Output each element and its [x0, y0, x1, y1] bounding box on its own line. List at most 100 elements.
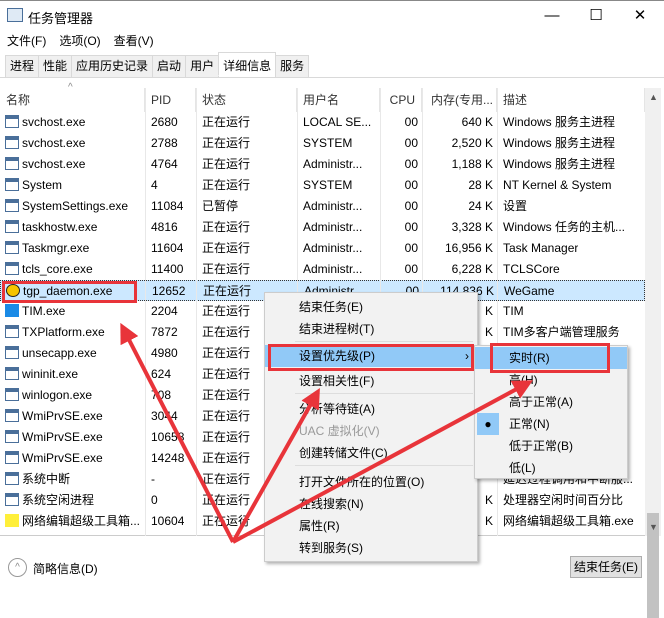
priority-item-5[interactable]: 低(L) [509, 461, 536, 475]
cell-name: 网络编辑超级工具箱... [22, 514, 141, 528]
column-divider [497, 88, 498, 536]
cell-name: WmiPrvSE.exe [22, 409, 103, 423]
scrollbar[interactable] [645, 88, 661, 536]
cell-cpu: 00 [404, 220, 418, 234]
scroll-down-icon[interactable]: ▼ [649, 522, 658, 532]
end-task-button[interactable]: 结束任务(E) [570, 556, 642, 578]
cell-name: 系统空闲进程 [22, 493, 95, 507]
cell-memory: K [484, 304, 493, 318]
process-icon [5, 493, 19, 506]
context-menu-item-3[interactable]: 设置相关性(F) [299, 374, 375, 388]
column-header-4[interactable]: CPU [380, 88, 422, 112]
cell-pid: 4 [151, 178, 158, 192]
process-icon [5, 367, 19, 380]
cell-memory: 2,520 K [451, 136, 493, 150]
table-row[interactable]: svchost.exe 2680 正在运行 LOCAL SE... 00 640 K Win… [0, 112, 645, 133]
cell-cpu: 00 [404, 115, 418, 129]
column-header-2[interactable]: 状态 [196, 88, 297, 112]
cell-description: TIM多客户端管理服务 [503, 325, 620, 339]
arrow-to-process [120, 322, 235, 543]
close-button[interactable]: ✕ [633, 7, 647, 24]
cell-cpu: 00 [404, 199, 418, 213]
table-row[interactable]: tcls_core.exe 11400 正在运行 Administr... 00 6,22… [0, 259, 645, 280]
cell-name: Taskmgr.exe [22, 241, 90, 255]
cell-name: winlogon.exe [22, 388, 93, 402]
cell-description: Windows 任务的主机... [503, 220, 626, 234]
collapse-icon[interactable]: ^ [8, 558, 27, 577]
table-row[interactable]: winlogon.exe 708 正在运行 [0, 385, 645, 406]
priority-item-2[interactable]: 高于正常(A) [509, 395, 573, 409]
context-menu-item-5[interactable]: UAC 虚拟化(V) [299, 424, 380, 438]
process-icon [5, 325, 19, 338]
context-menu-item-2[interactable]: 设置优先级(P) › [265, 345, 477, 367]
context-menu-item-6[interactable]: 创建转储文件(C) [299, 446, 388, 460]
table-row[interactable]: taskhostw.exe 4816 正在运行 Administr... 00 3,328… [0, 217, 645, 238]
cell-name: 系统中断 [22, 472, 71, 486]
minimize-button[interactable]: — [544, 7, 560, 24]
highlight-box-process [2, 281, 137, 303]
tab-3[interactable]: 启动 [152, 55, 187, 78]
table-row[interactable]: svchost.exe 2788 正在运行 SYSTEM 00 2,520 K Window… [0, 133, 645, 154]
menu-options[interactable]: 选项(O) [59, 34, 101, 48]
table-row[interactable]: Taskmgr.exe 11604 正在运行 Administr... 00 16,956… [0, 238, 645, 259]
context-menu-item-0[interactable]: 结束任务(E) [299, 300, 363, 314]
column-header-1[interactable]: PID [145, 88, 196, 112]
cell-name: svchost.exe [22, 157, 86, 171]
column-header-5[interactable]: 内存(专用... [422, 88, 497, 112]
cell-pid: 2204 [151, 304, 178, 318]
arrow-to-set-priority [231, 388, 320, 543]
priority-item-0[interactable]: 实时(R) [475, 347, 627, 369]
table-row[interactable]: svchost.exe 4764 正在运行 Administr... 00 1,188 K… [0, 154, 645, 175]
table-row[interactable]: wininit.exe 624 正在运行 [0, 364, 645, 385]
context-menu-item-8[interactable]: 在线搜索(N) [299, 497, 364, 511]
table-row[interactable]: TXPlatform.exe 7872 正在运行 K TIM多客户端管理服务 [0, 322, 645, 343]
scroll-up-icon[interactable]: ▲ [649, 92, 658, 102]
tab-4[interactable]: 用户 [185, 55, 220, 78]
cell-name: SystemSettings.exe [22, 199, 129, 213]
context-menu-item-10[interactable]: 转到服务(S) [299, 541, 363, 555]
process-icon [5, 115, 19, 128]
table-row[interactable]: System 4 正在运行 SYSTEM 00 28 K NT Kernel & Syste… [0, 175, 645, 196]
process-icon [5, 388, 19, 401]
cell-status: 正在运行 [202, 241, 251, 255]
table-row[interactable]: SystemSettings.exe 11084 已暂停 Administr... 00… [0, 196, 645, 217]
priority-item-4[interactable]: 低于正常(B) [509, 439, 573, 453]
tab-5[interactable]: 详细信息 [218, 52, 277, 76]
maximize-button[interactable]: ☐ [589, 7, 603, 24]
table-row[interactable]: 网络编辑超级工具箱... 10604 正在运行 K 网络编辑超级工具箱.exe [0, 511, 645, 532]
table-row[interactable]: WmiPrvSE.exe 10658 正在运行 [0, 427, 645, 448]
menu-separator [295, 393, 473, 394]
tab-2[interactable]: 应用历史记录 [71, 55, 154, 78]
table-row[interactable]: TIM.exe 2204 正在运行 K TIM [0, 301, 645, 322]
cell-pid: 11604 [151, 241, 184, 255]
process-icon [5, 451, 19, 464]
column-header-6[interactable]: 描述 [497, 88, 645, 112]
cell-memory: K [484, 514, 493, 528]
context-menu-item-9[interactable]: 属性(R) [299, 519, 340, 533]
cell-description: Windows 服务主进程 [503, 115, 616, 129]
cell-status: 正在运行 [202, 325, 251, 339]
column-header-0[interactable]: 名称 [0, 88, 145, 112]
cell-pid: 2680 [151, 115, 178, 129]
cell-description: TCLSCore [503, 262, 560, 276]
cell-status: 正在运行 [202, 388, 251, 402]
menu-file[interactable]: 文件(F) [7, 34, 47, 48]
priority-item-3[interactable]: 正常(N) ● [475, 413, 627, 435]
cell-name: TIM.exe [22, 304, 66, 318]
table-row[interactable]: 系统空闲进程 0 正在运行 K 处理器空闲时间百分比 [0, 490, 645, 511]
annotation-arrows [120, 322, 534, 544]
menu-view[interactable]: 查看(V) [113, 34, 154, 48]
cell-user: Administr... [303, 220, 363, 234]
column-header-3[interactable]: 用户名 [297, 88, 380, 112]
cell-pid: 4816 [151, 220, 178, 234]
context-menu-item-7[interactable]: 打开文件所在的位置(O) [299, 475, 425, 489]
app-icon [7, 8, 23, 22]
table-row[interactable]: unsecapp.exe 4980 正在运行 [0, 343, 645, 364]
less-details-link[interactable]: 简略信息(D) [33, 562, 98, 576]
table-row[interactable]: tgp_daemon.exe 12652 正在运行 Administr... 00 114… [0, 280, 645, 301]
context-menu-item-1[interactable]: 结束进程树(T) [299, 322, 375, 336]
title-bar: 任务管理器 — ☐ ✕ [0, 0, 664, 30]
process-icon [5, 409, 19, 422]
table-row[interactable]: WmiPrvSE.exe 14248 正在运行 [0, 448, 645, 469]
cell-memory: 640 K [461, 115, 493, 129]
